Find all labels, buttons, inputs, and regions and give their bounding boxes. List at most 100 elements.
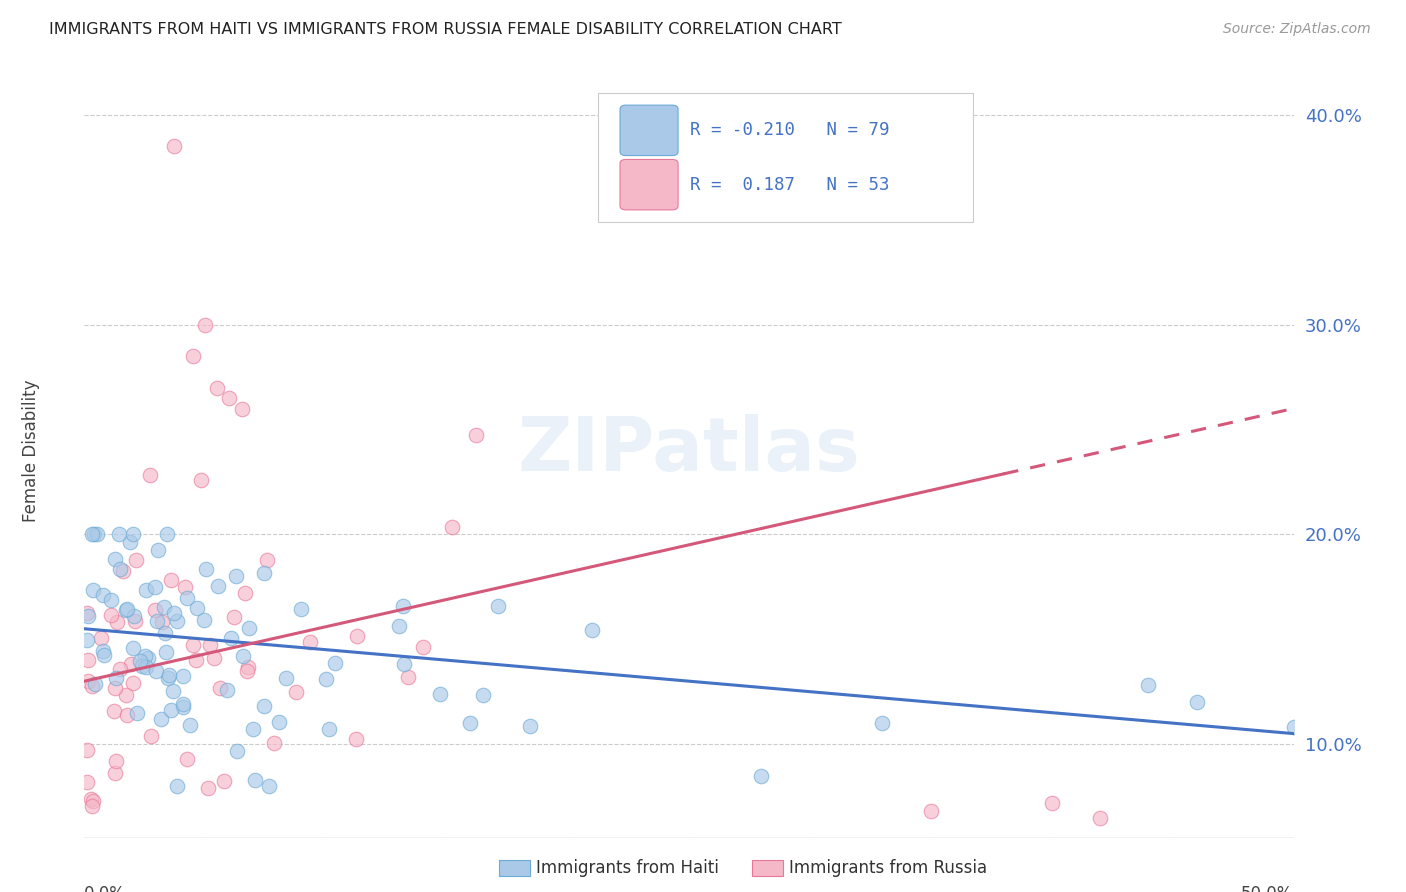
Point: [232, 648, 254, 663]
Point: [464, 428, 486, 442]
Point: [91, 643, 114, 657]
Point: [323, 656, 346, 670]
Point: [181, 349, 204, 363]
Point: [215, 683, 238, 698]
Point: [157, 671, 180, 685]
Point: [157, 667, 180, 681]
Point: [440, 519, 463, 533]
Point: [104, 681, 127, 696]
Point: [80, 791, 103, 805]
Point: [274, 672, 297, 686]
Point: [172, 697, 194, 711]
Point: [257, 779, 280, 793]
Point: [83, 527, 105, 541]
Point: [388, 619, 411, 633]
Point: [207, 380, 229, 394]
Point: [429, 687, 451, 701]
Point: [231, 401, 253, 416]
Point: [115, 603, 138, 617]
Point: [153, 600, 176, 615]
Point: [253, 566, 276, 580]
Point: [226, 744, 249, 758]
Point: [93, 648, 115, 663]
Point: [84, 676, 107, 690]
Point: [202, 651, 225, 665]
Point: [153, 626, 176, 640]
Point: [396, 670, 419, 684]
Point: [172, 700, 194, 714]
Text: ZIPatlas: ZIPatlas: [517, 414, 860, 487]
Point: [236, 660, 259, 674]
Point: [1040, 796, 1063, 810]
Point: [1088, 810, 1111, 824]
Point: [139, 729, 162, 743]
Point: [160, 574, 183, 588]
Point: [179, 718, 201, 732]
Point: [412, 640, 434, 655]
Point: [104, 766, 127, 780]
Point: [194, 318, 217, 332]
Point: [117, 601, 139, 615]
Text: R =  0.187   N = 53: R = 0.187 N = 53: [690, 176, 890, 194]
Point: [108, 527, 131, 541]
Point: [1137, 678, 1160, 692]
Point: [346, 629, 368, 643]
Point: [207, 579, 229, 593]
Point: [176, 752, 198, 766]
Point: [195, 562, 218, 576]
Point: [222, 610, 245, 624]
Point: [105, 754, 128, 768]
Text: Source: ZipAtlas.com: Source: ZipAtlas.com: [1223, 22, 1371, 37]
Point: [193, 614, 215, 628]
Point: [80, 799, 103, 814]
Point: [80, 679, 103, 693]
Point: [186, 601, 208, 615]
Point: [124, 608, 146, 623]
Point: [486, 599, 509, 614]
Point: [145, 603, 167, 617]
Point: [143, 580, 166, 594]
Point: [134, 648, 156, 663]
Point: [166, 614, 188, 628]
Point: [472, 689, 495, 703]
Point: [146, 615, 169, 629]
Point: [1185, 695, 1208, 709]
Point: [76, 743, 98, 757]
Point: [122, 640, 145, 655]
Point: [105, 671, 128, 685]
Point: [197, 781, 219, 796]
Point: [124, 614, 146, 628]
Point: [218, 391, 240, 405]
Point: [245, 772, 267, 787]
Point: [129, 654, 152, 668]
Point: [190, 473, 212, 487]
Point: [290, 602, 312, 616]
Point: [150, 615, 173, 629]
Point: [263, 736, 285, 750]
Point: [163, 606, 186, 620]
Point: [125, 706, 148, 720]
Point: [238, 621, 260, 635]
Point: [221, 631, 243, 645]
Point: [76, 609, 98, 624]
Point: [172, 669, 194, 683]
Point: [76, 606, 98, 620]
Point: [131, 659, 153, 673]
Point: [125, 553, 148, 567]
Point: [315, 672, 337, 686]
Point: [458, 715, 481, 730]
Point: [225, 569, 247, 583]
Point: [242, 723, 264, 737]
Point: [150, 712, 173, 726]
Point: [392, 599, 415, 614]
Point: [103, 704, 125, 718]
Point: [200, 638, 222, 652]
Point: [181, 638, 204, 652]
Point: [136, 651, 159, 665]
Point: [751, 768, 773, 782]
Point: [120, 657, 142, 671]
Point: [93, 588, 115, 602]
Point: [139, 467, 162, 482]
Point: [77, 653, 100, 667]
Point: [122, 527, 145, 541]
